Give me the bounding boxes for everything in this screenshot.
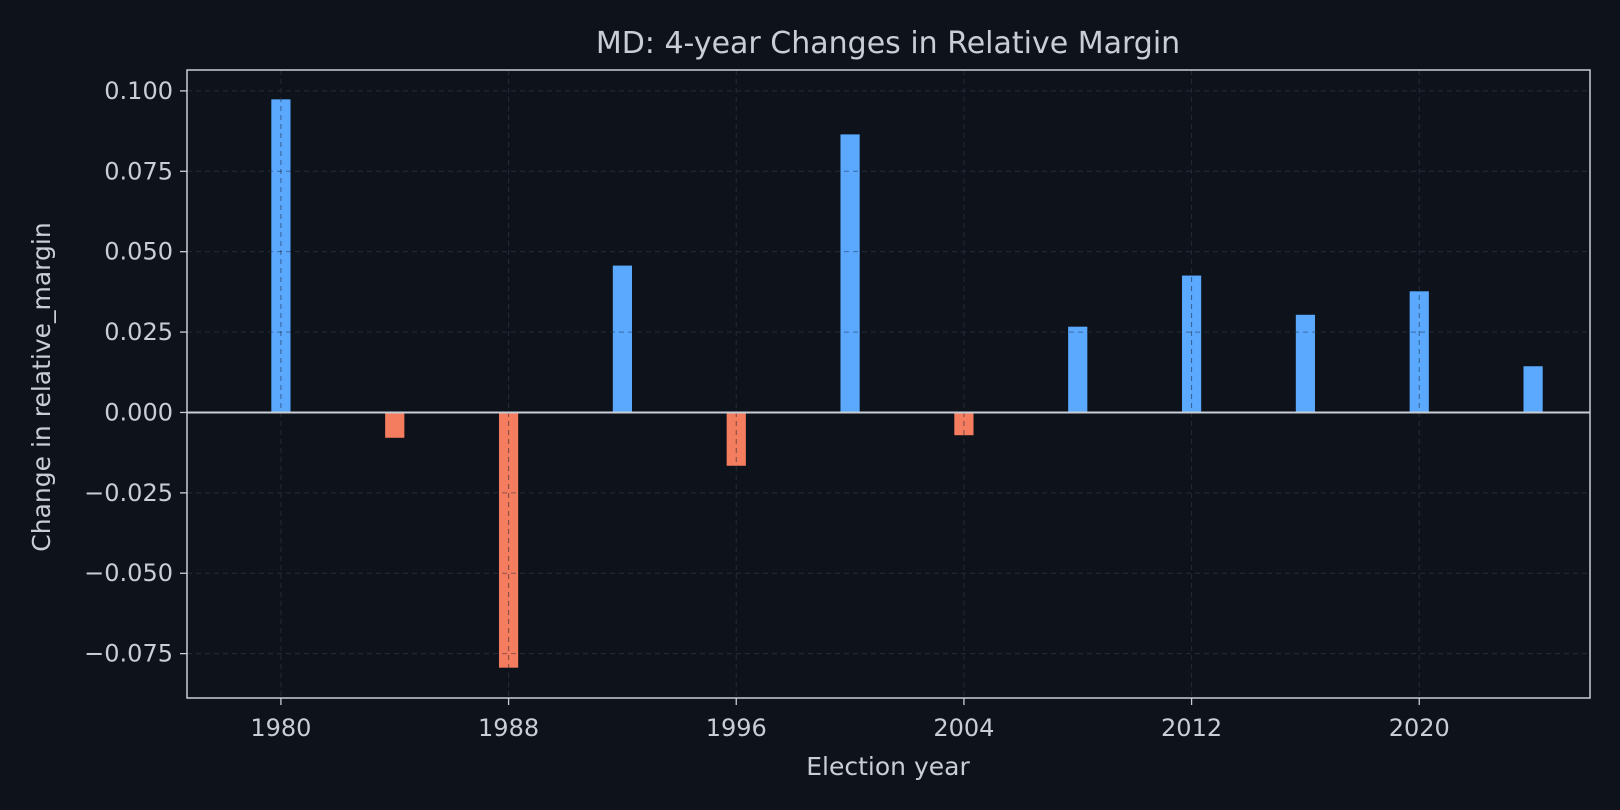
- bar: [1295, 313, 1316, 413]
- y-tick-label: 0.100: [104, 77, 173, 105]
- x-tick-label: 1996: [706, 714, 767, 742]
- y-tick-label: −0.025: [84, 479, 173, 507]
- x-tick-label: 2004: [933, 714, 994, 742]
- chart-title: MD: 4-year Changes in Relative Margin: [596, 26, 1180, 61]
- x-tick-label: 1988: [478, 714, 539, 742]
- bar: [1067, 325, 1089, 413]
- y-tick-label: 0.050: [104, 238, 173, 266]
- x-axis-label: Election year: [806, 752, 970, 781]
- y-tick-label: −0.075: [84, 640, 173, 668]
- x-tick-label: 2012: [1161, 714, 1222, 742]
- x-tick-label: 1980: [250, 714, 311, 742]
- y-tick-label: 0.025: [104, 318, 173, 346]
- y-tick-label: −0.050: [84, 559, 173, 587]
- y-axis-label: Change in relative_margin: [27, 222, 56, 551]
- y-axis-ticks: 0.100 0.075 0.050 0.025 0.000 −0.025 −0.050 −0.…: [84, 77, 187, 668]
- plot-frame: [186, 69, 1591, 699]
- x-tick-label: 2020: [1389, 714, 1450, 742]
- bar: [1522, 365, 1544, 413]
- overlay-grid: [187, 70, 1590, 698]
- x-axis-ticks: 1980 1988 1996 2004 2012 2020: [250, 698, 1450, 742]
- bar: [839, 133, 861, 413]
- bar: [612, 264, 633, 413]
- bar: [384, 412, 406, 439]
- y-tick-label: 0.075: [104, 157, 173, 185]
- y-tick-label: 0.000: [104, 398, 173, 426]
